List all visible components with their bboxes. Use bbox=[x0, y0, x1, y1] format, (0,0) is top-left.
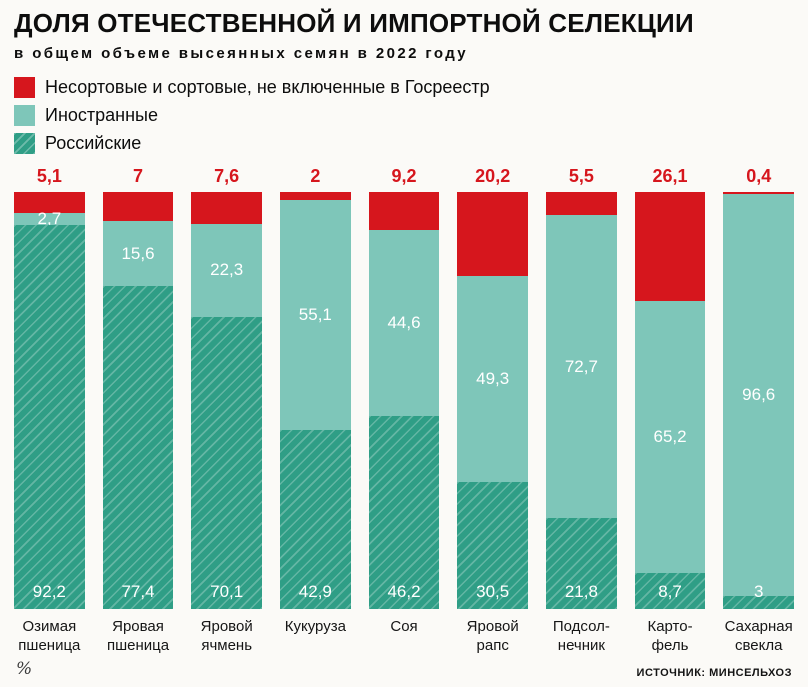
bar-segment-russian: 30,5 bbox=[457, 481, 529, 609]
bar-segment-unsorted bbox=[723, 192, 795, 194]
bar-segment-unsorted bbox=[14, 192, 85, 214]
bar-top-value: 26,1 bbox=[652, 166, 688, 186]
segment-value-russian: 30,5 bbox=[476, 581, 510, 601]
bar-top-value: 7,6 bbox=[214, 166, 240, 186]
segment-value-foreign: 15,6 bbox=[121, 243, 155, 263]
legend-label-unsorted: Несортовые и сортовые, не включенные в Г… bbox=[45, 77, 490, 97]
bar-segment-russian: 21,8 bbox=[546, 518, 617, 609]
bar-segment-unsorted bbox=[457, 192, 529, 277]
page-title: ДОЛЯ ОТЕЧЕСТВЕННОЙ И ИМПОРТНОЙ СЕЛЕКЦИИ bbox=[14, 8, 694, 38]
stacked-bar: 55,1 42,9 bbox=[280, 192, 351, 609]
bar-segment-foreign: 22,3 bbox=[191, 223, 263, 317]
legend-label-foreign: Иностранные bbox=[45, 105, 158, 125]
bar-segment-russian: 77,4 bbox=[102, 286, 174, 609]
stacked-bar: 65,2 8,7 bbox=[634, 192, 706, 609]
bar-column: 9,2 44,6 46,2 Соя bbox=[368, 166, 440, 657]
segment-value-foreign: 55,1 bbox=[298, 305, 332, 325]
legend-label-russian: Российские bbox=[45, 133, 142, 153]
segment-value-foreign: 65,2 bbox=[653, 426, 687, 446]
bar-segment-russian: 8,7 bbox=[634, 572, 706, 609]
bar-segment-foreign: 49,3 bbox=[457, 276, 529, 482]
unit-label: % bbox=[16, 659, 33, 679]
segment-value-russian: 77,4 bbox=[121, 581, 155, 601]
stacked-bar: 49,3 30,5 bbox=[457, 192, 529, 609]
footer: % ИСТОЧНИК: МИНСЕЛЬХОЗ bbox=[14, 657, 794, 681]
bar-segment-unsorted bbox=[368, 192, 440, 231]
bar-top-value: 9,2 bbox=[391, 166, 417, 186]
stacked-bar: 96,6 3 bbox=[723, 192, 795, 609]
segment-value-russian: 92,2 bbox=[32, 581, 66, 601]
legend-swatch-russian bbox=[14, 133, 35, 154]
segment-value-foreign: 96,6 bbox=[742, 385, 776, 405]
bar-segment-foreign: 15,6 bbox=[102, 221, 174, 287]
bar-column: 5,5 72,7 21,8 Подсол-нечник bbox=[546, 166, 617, 657]
segment-value-russian: 8,7 bbox=[658, 581, 682, 601]
bar-segment-unsorted bbox=[102, 192, 174, 222]
category-label: Соя bbox=[390, 618, 418, 635]
bar-segment-russian: 42,9 bbox=[280, 430, 351, 609]
stacked-bar: 72,7 21,8 bbox=[546, 192, 617, 609]
segment-value-russian: 3 bbox=[753, 581, 764, 601]
bar-column: 0,4 96,6 3 Сахарная свекла bbox=[723, 166, 795, 657]
legend: Несортовые и сортовые, не включенные в Г… bbox=[14, 77, 794, 154]
bar-segment-foreign: 72,7 bbox=[546, 214, 617, 519]
header: ДОЛЯ ОТЕЧЕСТВЕННОЙ И ИМПОРТНОЙ СЕЛЕКЦИИ … bbox=[14, 8, 794, 62]
category-label: Сахарная свекла bbox=[724, 618, 793, 655]
bar-top-value: 5,5 bbox=[568, 166, 594, 186]
segment-value-russian: 46,2 bbox=[387, 581, 421, 601]
segment-value-russian: 70,1 bbox=[210, 581, 244, 601]
category-label: Озимая пшеница bbox=[18, 618, 81, 655]
bar-segment-russian: 3 bbox=[723, 582, 795, 609]
stacked-bar-chart: 5,1 2,7 92,2 Озимая пшеница 7 15,6 77,4 Яровая пш… bbox=[14, 166, 795, 657]
bar-segment-foreign: 2,7 bbox=[14, 209, 85, 228]
stacked-bar: 2,7 92,2 bbox=[14, 192, 85, 609]
segment-value-russian: 42,9 bbox=[298, 581, 332, 601]
stacked-bar: 22,3 70,1 bbox=[191, 192, 263, 609]
bar-segment-russian: 46,2 bbox=[368, 416, 440, 609]
bar-segment-foreign: 55,1 bbox=[280, 200, 351, 431]
legend-item-foreign: Иностранные bbox=[14, 105, 794, 126]
segment-value-foreign: 49,3 bbox=[476, 369, 510, 388]
source-label: ИСТОЧНИК: МИНСЕЛЬХОЗ bbox=[636, 667, 792, 679]
bar-top-value: 0,4 bbox=[746, 166, 772, 186]
category-label: Яровой ячмень bbox=[200, 618, 253, 655]
bar-column: 7,6 22,3 70,1 Яровой ячмень bbox=[191, 166, 263, 657]
bar-column: 26,1 65,2 8,7 Карто-фель bbox=[634, 166, 706, 657]
segment-value-foreign: 22,3 bbox=[210, 260, 244, 280]
bar-segment-unsorted bbox=[280, 192, 351, 201]
bar-segment-foreign: 96,6 bbox=[723, 193, 795, 597]
category-label: Яровой рапс bbox=[466, 618, 519, 655]
bar-column: 2 55,1 42,9 Кукуруза bbox=[280, 166, 351, 657]
legend-swatch-unsorted bbox=[14, 77, 35, 98]
bar-column: 5,1 2,7 92,2 Озимая пшеница bbox=[14, 166, 85, 657]
bar-segment-unsorted bbox=[546, 192, 617, 215]
legend-item-russian: Российские bbox=[14, 133, 794, 154]
bar-segment-foreign: 44,6 bbox=[368, 230, 440, 417]
category-label: Яровая пшеница bbox=[106, 618, 170, 655]
segment-value-russian: 21,8 bbox=[564, 581, 598, 601]
segment-value-foreign: 72,7 bbox=[564, 356, 598, 376]
category-label: Кукуруза bbox=[284, 618, 346, 635]
segment-value-foreign: 2,7 bbox=[37, 208, 62, 228]
bar-segment-russian: 70,1 bbox=[191, 316, 263, 609]
bar-top-value: 20,2 bbox=[475, 166, 511, 186]
page-subtitle: в общем объеме высеянных семян в 2022 го… bbox=[14, 45, 469, 62]
bar-top-value: 7 bbox=[133, 166, 144, 186]
stacked-bar: 15,6 77,4 bbox=[102, 192, 174, 609]
legend-swatch-foreign bbox=[14, 105, 35, 126]
bar-top-value: 5,1 bbox=[36, 166, 62, 186]
bar-segment-russian: 92,2 bbox=[14, 224, 85, 609]
bar-segment-foreign: 65,2 bbox=[634, 300, 706, 573]
segment-value-foreign: 44,6 bbox=[387, 313, 421, 333]
category-label: Карто-фель bbox=[647, 618, 693, 655]
legend-item-unsorted: Несортовые и сортовые, не включенные в Г… bbox=[14, 77, 794, 98]
bar-segment-unsorted bbox=[191, 192, 263, 224]
category-label: Подсол-нечник bbox=[552, 618, 610, 655]
bar-column: 20,2 49,3 30,5 Яровой рапс bbox=[457, 166, 529, 657]
bar-segment-unsorted bbox=[634, 192, 706, 301]
bar-top-value: 2 bbox=[310, 166, 321, 186]
stacked-bar: 44,6 46,2 bbox=[368, 192, 440, 609]
bar-column: 7 15,6 77,4 Яровая пшеница bbox=[102, 166, 174, 657]
